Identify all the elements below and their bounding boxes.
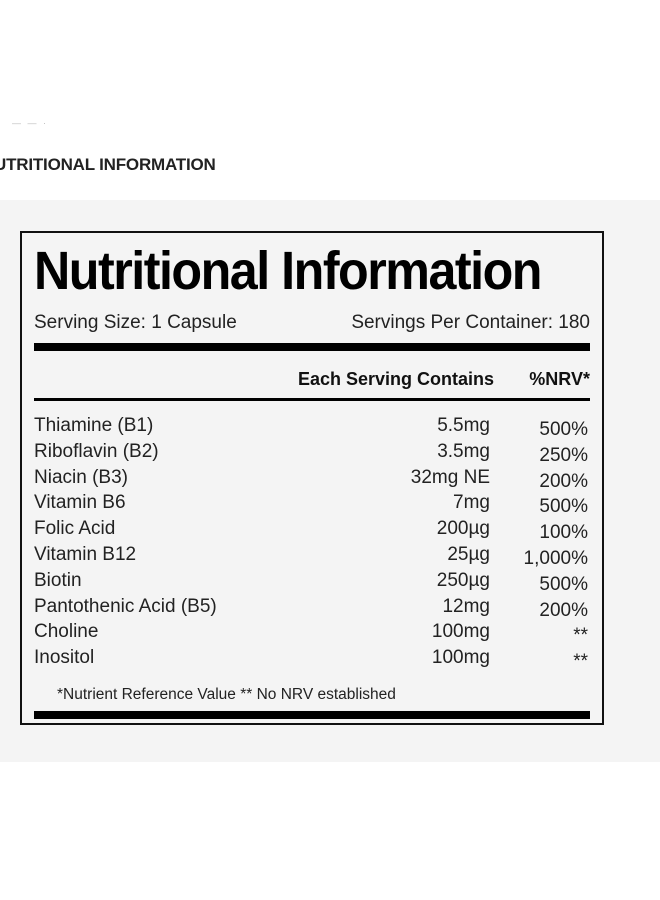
nutrient-name: Folic Acid — [34, 518, 116, 540]
nutrient-name: Choline — [34, 621, 99, 643]
nutrition-label: Nutritional Information Serving Size: 1 … — [20, 231, 604, 725]
nutrient-nrv: 100% — [539, 522, 588, 544]
nutrient-amount: 200µg — [436, 518, 490, 540]
nutrient-name: Biotin — [34, 569, 82, 591]
nutrient-nrv: ** — [573, 651, 588, 673]
header-rule — [34, 398, 590, 401]
nutrient-amount: 5.5mg — [437, 415, 490, 436]
nutrient-amount: 3.5mg — [437, 440, 490, 462]
nutrient-amount: 12mg — [442, 595, 490, 617]
header-fragment: — — · — [12, 118, 48, 128]
nutrient-row: Folic Acid 200µg 100% — [34, 516, 590, 544]
nutrient-name: Vitamin B6 — [34, 492, 126, 514]
nutrient-name: Riboflavin (B2) — [34, 440, 159, 462]
nutrient-row: Vitamin B12 25µg 1,000% — [34, 542, 590, 569]
footnote: *Nutrient Reference Value ** No NRV esta… — [57, 686, 396, 703]
nutrient-nrv: 200% — [539, 599, 588, 621]
servings-per-container: Servings Per Container: 180 — [351, 312, 590, 333]
nutrient-row: Pantothenic Acid (B5) 12mg 200% — [34, 594, 590, 621]
nutrient-row: Choline 100mg ** — [34, 619, 590, 647]
nutrient-row: Thiamine (B1) 5.5mg 500% — [34, 413, 590, 440]
nutrient-row: Niacin (B3) 32mg NE 200% — [34, 465, 590, 492]
nutrient-nrv: ** — [573, 625, 588, 647]
top-rule — [34, 343, 590, 351]
nutrient-nrv: 500% — [539, 573, 588, 595]
label-title: Nutritional Information — [34, 241, 542, 301]
nutrient-amount: 250µg — [436, 569, 490, 591]
nutrient-list: Thiamine (B1) 5.5mg 500% Riboflavin (B2)… — [34, 413, 590, 673]
nutrient-name: Inositol — [34, 647, 95, 669]
column-header-amount: Each Serving Contains — [297, 369, 494, 389]
nutrient-amount: 25µg — [447, 543, 490, 565]
nutrient-row: Riboflavin (B2) 3.5mg 250% — [34, 439, 590, 466]
section-heading: UTRITIONAL INFORMATION — [0, 155, 216, 174]
nutrient-amount: 100mg — [431, 647, 490, 669]
nutrient-name: Niacin (B3) — [34, 466, 128, 488]
nutrient-nrv: 200% — [539, 470, 588, 492]
nutrient-amount: 32mg NE — [410, 466, 490, 488]
column-header-nrv: %NRV* — [529, 369, 590, 389]
nutrient-nrv: 500% — [539, 496, 588, 518]
bottom-rule — [34, 711, 590, 719]
nutrient-row: Inositol 100mg ** — [34, 645, 590, 673]
nutrient-name: Pantothenic Acid (B5) — [34, 595, 217, 617]
nutrient-amount: 100mg — [431, 621, 490, 643]
nutrient-row: Vitamin B6 7mg 500% — [34, 490, 590, 518]
nutrient-name: Vitamin B12 — [34, 543, 137, 565]
nutrient-name: Thiamine (B1) — [34, 415, 154, 436]
nutrient-nrv: 250% — [539, 444, 588, 466]
nutrient-nrv: 1,000% — [523, 547, 588, 569]
nutrient-amount: 7mg — [453, 492, 490, 514]
nutrient-row: Biotin 250µg 500% — [34, 568, 590, 595]
nutrient-nrv: 500% — [539, 419, 588, 440]
serving-size: Serving Size: 1 Capsule — [34, 312, 237, 333]
